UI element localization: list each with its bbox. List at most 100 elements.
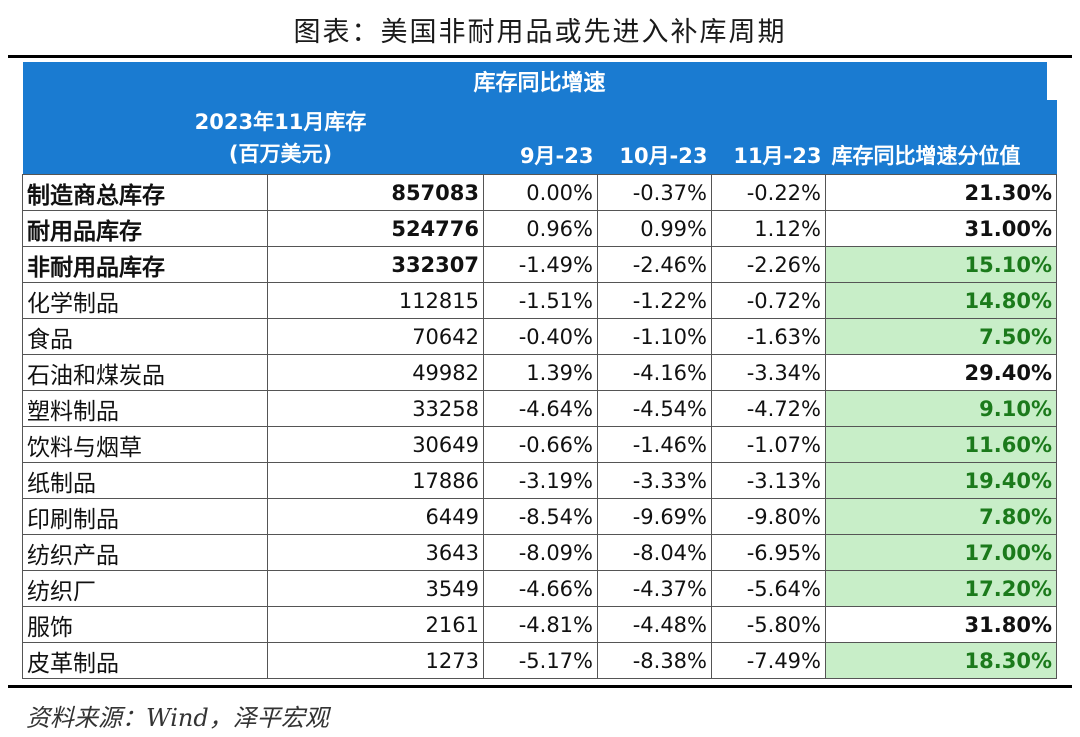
row-nov: 1.12%: [711, 210, 826, 247]
bottom-rule: [8, 685, 1072, 688]
header-blank: [22, 62, 484, 100]
row-nov: -0.22%: [711, 174, 826, 211]
row-percentile: 17.20%: [824, 570, 1058, 607]
header-name-col: [22, 100, 268, 175]
row-name: 石油和煤炭品: [22, 354, 268, 391]
table-row: 印刷制品 6449 -8.54% -9.69% -9.80% 7.80%: [22, 498, 1058, 535]
row-oct: -2.46%: [597, 246, 712, 283]
row-name: 耐用品库存: [22, 210, 268, 247]
top-rule: [8, 55, 1072, 58]
row-name: 饮料与烟草: [22, 426, 268, 463]
table-row: 耐用品库存 524776 0.96% 0.99% 1.12% 31.00%: [22, 210, 1058, 247]
row-oct: 0.99%: [597, 210, 712, 247]
header-oct: 10月-23: [597, 100, 712, 175]
row-percentile: 7.50%: [824, 318, 1058, 355]
row-nov: -9.80%: [711, 498, 826, 535]
row-inventory: 3549: [267, 570, 484, 607]
row-percentile: 21.30%: [824, 174, 1058, 211]
row-sep: -1.51%: [483, 282, 598, 319]
row-percentile: 11.60%: [824, 426, 1058, 463]
row-percentile: 14.80%: [824, 282, 1058, 319]
header-sep: 9月-23: [483, 100, 598, 175]
row-inventory: 17886: [267, 462, 484, 499]
source-note: 资料来源：Wind，泽平宏观: [26, 704, 329, 732]
row-nov: -0.72%: [711, 282, 826, 319]
row-inventory: 6449: [267, 498, 484, 535]
header-group-label: 库存同比增速: [473, 62, 1047, 100]
row-name: 纺织产品: [22, 534, 268, 571]
table-row: 皮革制品 1273 -5.17% -8.38% -7.49% 18.30%: [22, 642, 1058, 679]
row-percentile: 17.00%: [824, 534, 1058, 571]
header-percentile: 库存同比增速分位值: [825, 100, 1057, 175]
row-name: 纺织厂: [22, 570, 268, 607]
row-inventory: 2161: [267, 606, 484, 643]
row-nov: -3.34%: [711, 354, 826, 391]
row-oct: -4.54%: [597, 390, 712, 427]
row-percentile: 19.40%: [824, 462, 1058, 499]
table-row: 服饰 2161 -4.81% -4.48% -5.80% 31.80%: [22, 606, 1058, 643]
row-name: 纸制品: [22, 462, 268, 499]
table-row: 食品 70642 -0.40% -1.10% -1.63% 7.50%: [22, 318, 1058, 355]
row-name: 食品: [22, 318, 268, 355]
row-oct: -4.37%: [597, 570, 712, 607]
row-oct: -8.04%: [597, 534, 712, 571]
row-percentile: 7.80%: [824, 498, 1058, 535]
row-name: 塑料制品: [22, 390, 268, 427]
row-percentile: 31.80%: [824, 606, 1058, 643]
table-row: 纺织产品 3643 -8.09% -8.04% -6.95% 17.00%: [22, 534, 1058, 571]
row-name: 化学制品: [22, 282, 268, 319]
table-row: 化学制品 112815 -1.51% -1.22% -0.72% 14.80%: [22, 282, 1058, 319]
row-oct: -1.22%: [597, 282, 712, 319]
row-oct: -0.37%: [597, 174, 712, 211]
row-inventory: 49982: [267, 354, 484, 391]
header-inventory-line2: (百万美元): [228, 142, 333, 166]
row-inventory: 857083: [267, 174, 484, 211]
row-name: 印刷制品: [22, 498, 268, 535]
chart-title: 图表：美国非耐用品或先进入补库周期: [293, 17, 787, 48]
row-inventory: 70642: [267, 318, 484, 355]
row-sep: -0.40%: [483, 318, 598, 355]
row-nov: -1.63%: [711, 318, 826, 355]
row-percentile: 29.40%: [824, 354, 1058, 391]
row-name: 制造商总库存: [22, 174, 268, 211]
row-percentile: 31.00%: [824, 210, 1058, 247]
row-inventory: 1273: [267, 642, 484, 679]
row-oct: -8.38%: [597, 642, 712, 679]
row-oct: -3.33%: [597, 462, 712, 499]
row-sep: -8.09%: [483, 534, 598, 571]
row-oct: -9.69%: [597, 498, 712, 535]
row-sep: -8.54%: [483, 498, 598, 535]
row-sep: -3.19%: [483, 462, 598, 499]
row-sep: -1.49%: [483, 246, 598, 283]
row-nov: -5.64%: [711, 570, 826, 607]
row-percentile: 15.10%: [824, 246, 1058, 283]
row-name: 服饰: [22, 606, 268, 643]
table-row: 非耐用品库存 332307 -1.49% -2.46% -2.26% 15.10%: [22, 246, 1058, 283]
row-oct: -1.10%: [597, 318, 712, 355]
row-percentile: 18.30%: [824, 642, 1058, 679]
row-oct: -1.46%: [597, 426, 712, 463]
row-sep: 0.96%: [483, 210, 598, 247]
row-sep: -5.17%: [483, 642, 598, 679]
row-percentile: 9.10%: [824, 390, 1058, 427]
row-inventory: 112815: [267, 282, 484, 319]
row-inventory: 30649: [267, 426, 484, 463]
table-body: 制造商总库存 857083 0.00% -0.37% -0.22% 21.30% 耐用品库存…: [22, 174, 1058, 679]
row-nov: -3.13%: [711, 462, 826, 499]
table-row: 纺织厂 3549 -4.66% -4.37% -5.64% 17.20%: [22, 570, 1058, 607]
table-row: 塑料制品 33258 -4.64% -4.54% -4.72% 9.10%: [22, 390, 1058, 427]
row-name: 皮革制品: [22, 642, 268, 679]
row-sep: -4.81%: [483, 606, 598, 643]
inventory-table: 库存同比增速 2023年11月库存 (百万美元) 9月-23 10月-23 11…: [22, 62, 1058, 679]
table-row: 饮料与烟草 30649 -0.66% -1.46% -1.07% 11.60%: [22, 426, 1058, 463]
row-name: 非耐用品库存: [22, 246, 268, 283]
table-row: 纸制品 17886 -3.19% -3.33% -3.13% 19.40%: [22, 462, 1058, 499]
row-inventory: 3643: [267, 534, 484, 571]
header-inventory-line1: 2023年11月库存: [194, 110, 367, 134]
header-nov: 11月-23: [711, 100, 826, 175]
table-header: 库存同比增速 2023年11月库存 (百万美元) 9月-23 10月-23 11…: [22, 62, 1057, 175]
table-row: 制造商总库存 857083 0.00% -0.37% -0.22% 21.30%: [22, 174, 1058, 211]
header-inventory: 2023年11月库存 (百万美元): [195, 100, 484, 175]
row-oct: -4.16%: [597, 354, 712, 391]
row-inventory: 33258: [267, 390, 484, 427]
